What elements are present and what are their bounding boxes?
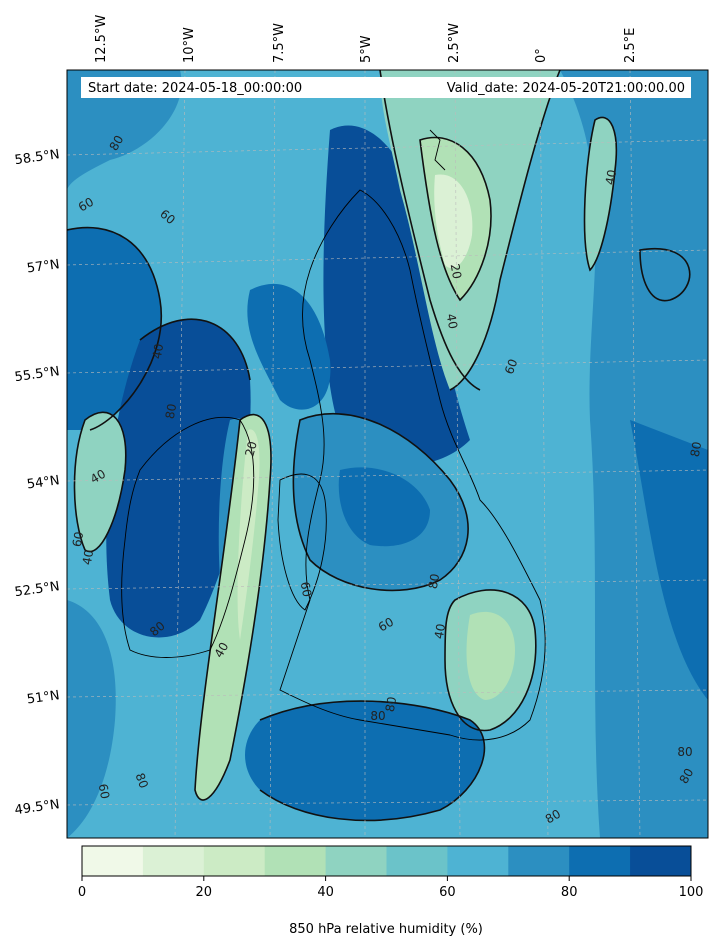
lon-label: 7.5°W [272,23,287,63]
humidity-field [67,70,708,838]
lon-label: 12.5°W [94,15,109,63]
contour-label: 80 [133,771,151,790]
contour-label: 80 [383,696,399,713]
lat-label: 54°N [26,473,61,492]
contour-label: 40 [444,313,460,330]
contour-label: 40 [88,467,108,487]
colorbar-tick-label: 40 [317,885,334,900]
contour-label: 40 [603,169,619,186]
colorbar-segment [447,846,509,876]
contour-label: 20 [242,440,259,458]
contour-label: 80 [677,766,697,786]
colorbar-segment [508,846,570,876]
lon-label: 2.5°W [447,23,462,63]
contour-lines [67,70,691,822]
contour-label: 80 [688,441,704,458]
contour-label: 80 [163,403,179,420]
contour-label: 80 [426,573,442,590]
contour-label: 60 [376,615,396,635]
lon-label: 2.5°E [623,28,638,63]
colorbar-segment [569,846,631,876]
colorbar-segment [630,846,692,876]
start-date-text: Start date: 2024-05-18_00:00:00 [88,81,302,96]
colorbar-tick-label: 80 [561,885,578,900]
colorbar-label: 850 hPa relative humidity (%) [289,922,483,937]
lon-label: 0° [534,48,549,63]
latitude-labels: 58.5°N 57°N 55.5°N 54°N 52.5°N 51°N 49.5°N [14,147,61,818]
contour-label: 80 [677,745,692,759]
contour-label: 60 [70,531,86,548]
contour-label: 40 [212,640,232,660]
contour-label: 80 [370,709,385,723]
contour-label: 60 [96,783,112,800]
colorbar-segment [325,846,387,876]
valid-date-text: Valid_date: 2024-05-20T21:00:00.00 [447,81,685,96]
map-frame [66,69,709,839]
contour-label: 20 [448,263,464,280]
contour-label: 60 [502,357,520,376]
colorbar-segment [264,846,327,876]
contour-labels: 8060604080406040202040608040608040806080… [70,133,704,827]
contour-label: 80 [107,133,127,153]
lon-label: 5°W [359,35,374,63]
contour-label: 40 [432,623,448,640]
lat-label: 49.5°N [14,797,61,818]
graticule [67,70,708,838]
colorbar-segment [142,846,205,876]
lat-label: 55.5°N [14,364,61,385]
contour-label: 40 [80,549,96,566]
colorbar-segment [386,846,448,876]
contour-label: 40 [150,343,166,360]
contour-label: 80 [543,807,563,827]
lat-label: 51°N [26,688,61,707]
lat-label: 58.5°N [14,147,61,168]
colorbar: 0 20 40 60 80 100 [78,845,704,900]
colorbar-tick-label: 20 [196,885,213,900]
lon-label: 10°W [182,27,197,63]
lat-label: 52.5°N [14,579,61,600]
contour-label: 60 [76,195,96,215]
lat-label: 57°N [26,257,61,276]
colorbar-frame [81,845,692,877]
colorbar-tick-label: 100 [679,885,704,900]
colorbar-segment [82,846,144,876]
info-box [81,77,691,98]
contour-label: 60 [298,581,314,598]
colorbar-tick-label: 60 [439,885,456,900]
coastlines [121,129,546,741]
longitude-labels: 12.5°W 10°W 7.5°W 5°W 2.5°W 0° 2.5°E [94,15,638,63]
colorbar-segment [203,846,266,876]
colorbar-tick-label: 0 [78,885,86,900]
